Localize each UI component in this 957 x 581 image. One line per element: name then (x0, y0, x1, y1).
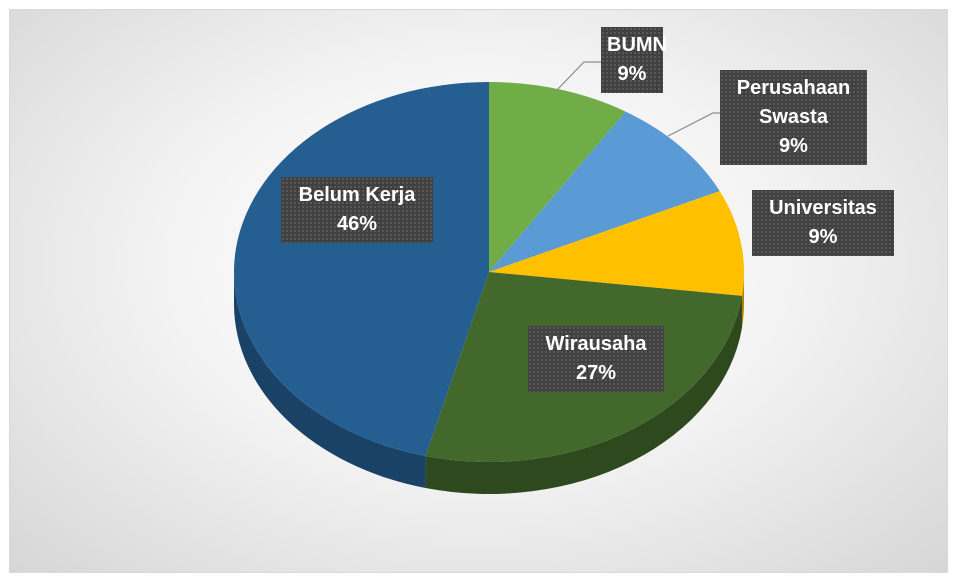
slice (233, 81, 489, 457)
category-label: Belum Kerja (298, 184, 416, 206)
category-label: BUMN (607, 34, 667, 56)
value-label: 9% (808, 226, 838, 248)
data-label: Belum Kerja 46% (281, 177, 433, 243)
slice-side (234, 272, 426, 489)
slice (489, 82, 626, 272)
data-label: BUMN 9% (601, 27, 667, 93)
category-label: Wirausaha (545, 333, 647, 355)
data-label: Universitas 9% (752, 190, 894, 256)
category-label: Universitas (769, 197, 877, 219)
slice (489, 191, 745, 296)
slice (489, 111, 720, 272)
category-label: Perusahaan Swasta (736, 77, 851, 128)
value-label: 27% (575, 362, 617, 384)
leader-line (667, 112, 720, 137)
slice-side (425, 295, 742, 494)
value-label: 46% (336, 213, 378, 235)
leader-line (554, 61, 601, 93)
data-label: Wirausaha 27% (528, 326, 664, 392)
data-label: Perusahaan Swasta 9% (720, 70, 867, 165)
value-label: 9% (779, 135, 808, 157)
value-label: 9% (617, 63, 647, 85)
slice-side (741, 272, 744, 328)
